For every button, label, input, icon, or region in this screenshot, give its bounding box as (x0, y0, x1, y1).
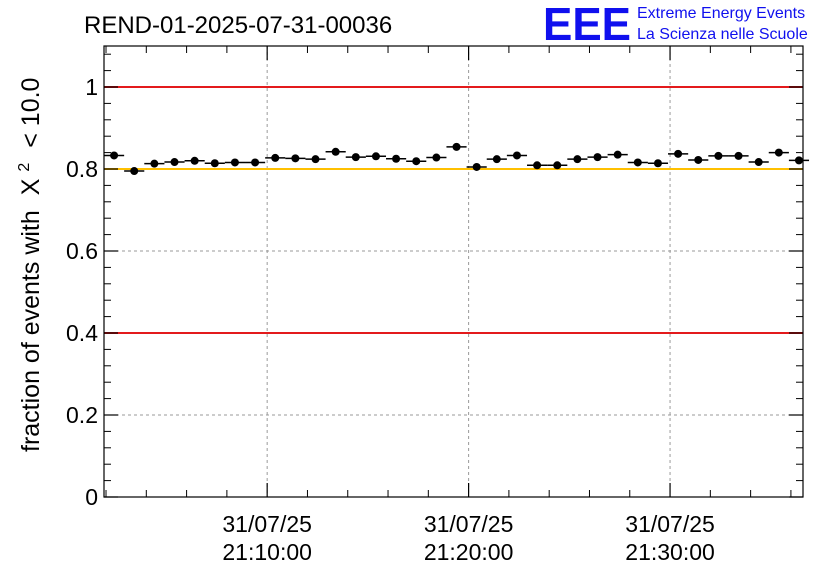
data-point (325, 147, 346, 156)
data-point (506, 151, 528, 160)
y-axis-label: fraction of events with X 2 < 10.0 (7, 78, 45, 452)
data-point (688, 155, 709, 164)
eee-logo: EEE Extreme Energy Events La Scienza nel… (543, 0, 808, 50)
data-point (587, 153, 608, 162)
point-marker (512, 151, 521, 160)
point-marker (311, 155, 320, 164)
y-axis-label-tail: < 10.0 (17, 78, 45, 148)
point-marker (472, 162, 481, 171)
data-point (647, 159, 669, 168)
data-point (386, 154, 407, 163)
x-tick-time-label: 21:10:00 (222, 539, 312, 565)
point-marker (251, 158, 260, 167)
point-marker (794, 156, 803, 165)
point-marker (190, 156, 199, 165)
x-tick-time-label: 21:20:00 (424, 539, 514, 565)
data-point (426, 153, 447, 162)
y-axis-label-symbol: X (17, 178, 45, 195)
point-marker (452, 142, 461, 151)
point-marker (110, 151, 119, 160)
data-point (668, 149, 689, 158)
chart-title: REND-01-2025-07-31-00036 (84, 12, 392, 39)
data-point (144, 159, 165, 168)
data-point (527, 161, 548, 170)
brand-line-1: Extreme Energy Events (637, 5, 805, 22)
point-marker (150, 159, 159, 168)
point-marker (633, 158, 642, 167)
point-marker (392, 154, 401, 163)
data-point (567, 155, 588, 164)
plot-frame (103, 45, 804, 498)
axes: 00.20.40.60.8131/07/2521:10:0031/07/2521… (66, 46, 803, 565)
data-point (446, 142, 467, 151)
point-marker (432, 153, 441, 162)
data-point (345, 153, 366, 162)
data-point (204, 159, 225, 168)
x-tick-time-label: 21:30:00 (625, 539, 715, 565)
logo-text: EEE (543, 0, 631, 50)
data-point (607, 150, 628, 159)
data-point (285, 154, 306, 163)
point-marker (593, 153, 602, 162)
point-marker (653, 159, 662, 168)
point-marker (734, 151, 743, 160)
data-point (265, 153, 286, 162)
y-tick-label: 0 (85, 484, 98, 510)
data-point (184, 156, 205, 165)
x-tick-date-label: 31/07/25 (424, 511, 514, 537)
point-marker (351, 153, 360, 162)
data-point (164, 158, 185, 167)
point-marker (533, 161, 542, 170)
point-marker (674, 149, 683, 158)
point-marker (130, 167, 139, 176)
data-point (728, 151, 749, 160)
point-marker (170, 158, 179, 167)
y-axis-label-text: fraction of events with (17, 210, 45, 452)
data-point (748, 158, 769, 167)
point-marker (271, 153, 280, 162)
point-marker (714, 151, 723, 160)
data-points (104, 142, 810, 176)
data-point (305, 155, 326, 164)
data-point (708, 151, 729, 160)
point-marker (291, 154, 300, 163)
data-point (466, 162, 487, 171)
data-point (124, 167, 145, 176)
point-marker (613, 150, 622, 159)
x-tick-date-label: 31/07/25 (222, 511, 312, 537)
brand-line-2: La Scienza nelle Scuole (637, 26, 808, 43)
data-point (627, 158, 648, 167)
point-marker (331, 147, 340, 156)
data-point (104, 151, 125, 160)
point-marker (573, 155, 582, 164)
data-point (365, 152, 387, 161)
y-axis-label-superscript: 2 (16, 163, 33, 172)
point-marker (553, 161, 562, 170)
point-marker (774, 148, 783, 157)
y-tick-label: 0.4 (66, 320, 98, 346)
point-marker (694, 155, 703, 164)
data-point (245, 158, 266, 167)
y-tick-label: 0.8 (66, 156, 98, 182)
point-marker (230, 158, 239, 167)
y-tick-label: 1 (85, 74, 98, 100)
data-point (224, 158, 246, 167)
data-point (486, 155, 507, 164)
data-point (406, 157, 427, 166)
data-point (788, 156, 810, 165)
point-marker (754, 158, 763, 167)
y-tick-label: 0.2 (66, 402, 98, 428)
point-marker (492, 155, 501, 164)
data-point (547, 161, 568, 170)
point-marker (371, 152, 380, 161)
x-tick-date-label: 31/07/25 (625, 511, 715, 537)
grid (104, 46, 803, 497)
point-marker (210, 159, 219, 168)
reference-lines (104, 86, 803, 334)
point-marker (412, 157, 421, 166)
data-point (768, 148, 789, 157)
y-tick-label: 0.6 (66, 238, 98, 264)
